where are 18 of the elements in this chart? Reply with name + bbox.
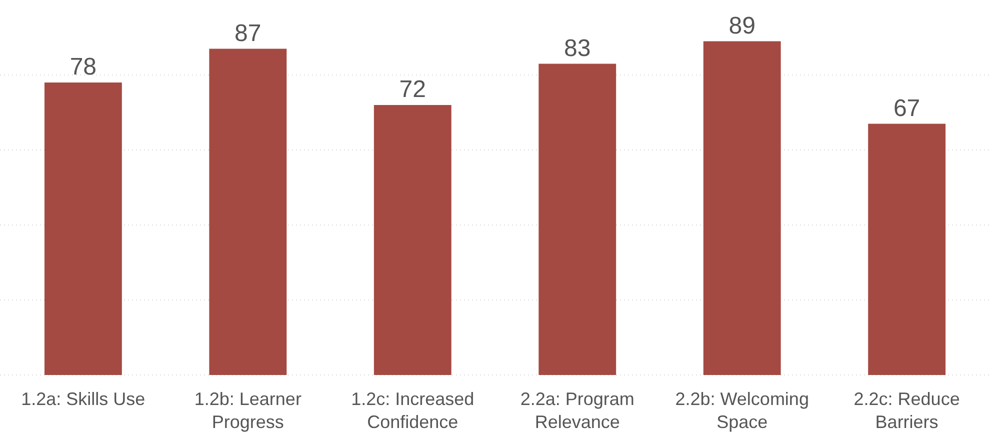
bar xyxy=(538,64,616,375)
data-label: 78 xyxy=(70,54,97,80)
data-label: 87 xyxy=(234,20,262,47)
x-tick-label: 2.2c: Reduce Barriers xyxy=(854,389,960,432)
bar xyxy=(44,82,122,375)
bar xyxy=(209,48,287,375)
data-label: 67 xyxy=(893,94,920,122)
x-tick-label: 2.2b: Welcoming Space xyxy=(675,389,809,432)
x-tick-label: 2.2a: Program Relevance xyxy=(520,389,634,432)
x-tick-label: 1.2b: Learner Progress xyxy=(194,389,302,432)
x-tick-label: 1.2c: Increased Confidence xyxy=(351,389,474,432)
data-label: 72 xyxy=(399,76,426,103)
bar xyxy=(868,124,946,375)
data-label: 89 xyxy=(728,12,756,40)
data-label: 83 xyxy=(564,34,591,62)
bar xyxy=(703,41,781,375)
bar xyxy=(374,105,452,375)
x-tick-label: 1.2a: Skills Use xyxy=(21,389,146,409)
